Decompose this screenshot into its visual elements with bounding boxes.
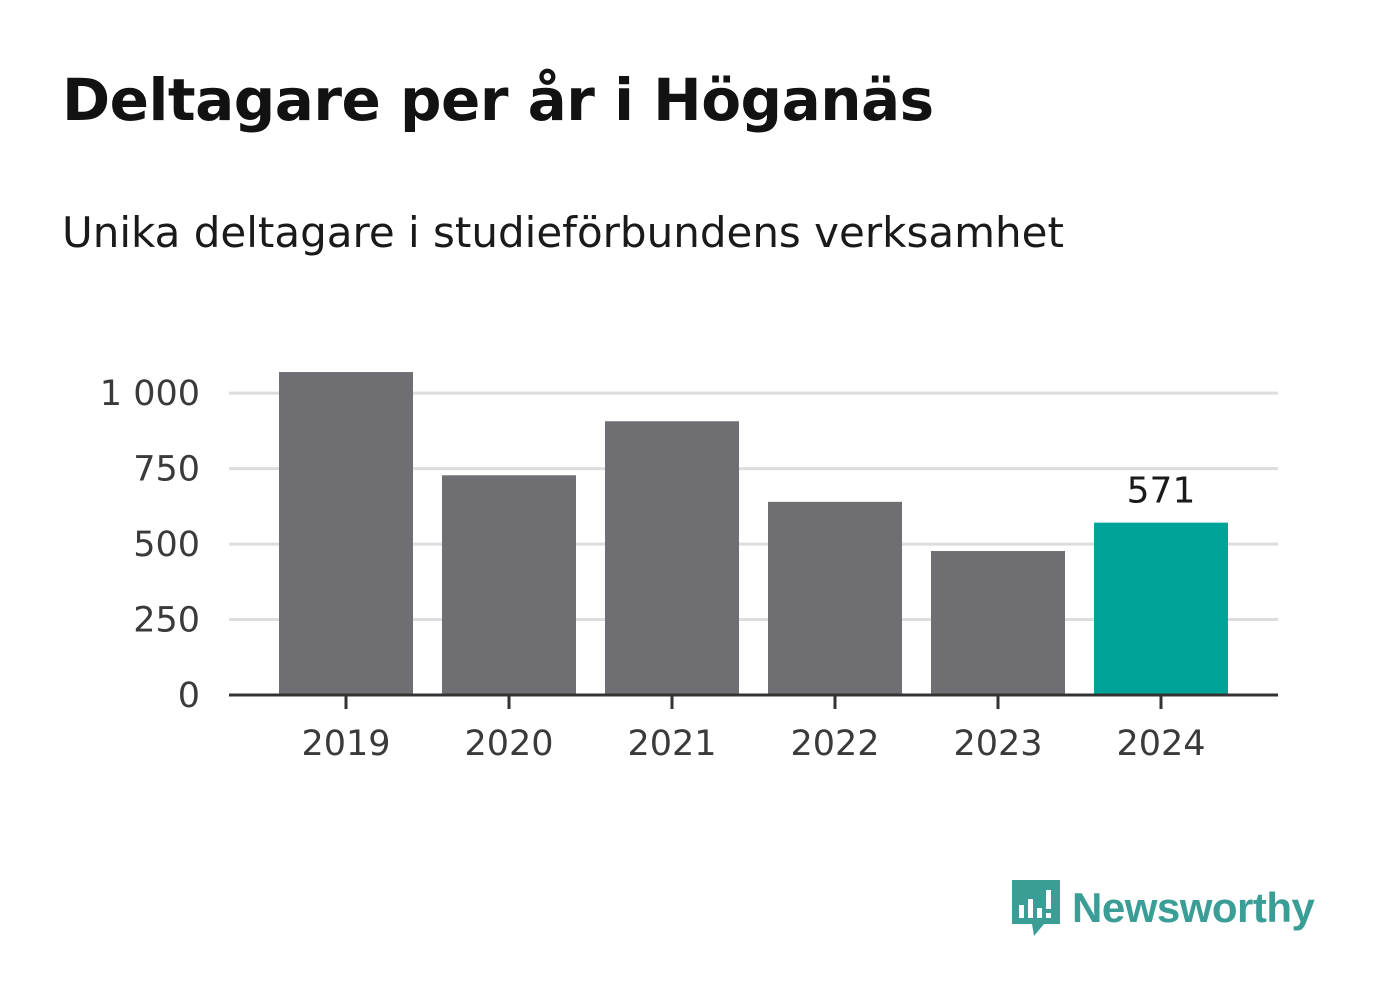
y-tick-label: 1 000 xyxy=(100,374,200,414)
y-tick-label: 0 xyxy=(178,676,200,716)
bar-2022 xyxy=(768,501,902,695)
chart-subtitle: Unika deltagare i studieförbundens verks… xyxy=(62,208,1064,257)
x-tick-label: 2022 xyxy=(790,724,879,764)
bar-2021 xyxy=(605,421,739,695)
x-tick-label: 2024 xyxy=(1116,724,1205,764)
y-tick-label: 750 xyxy=(133,450,200,490)
brand-name: Newsworthy xyxy=(1072,884,1315,931)
newsworthy-logo: Newsworthy xyxy=(1010,878,1315,938)
axes xyxy=(229,693,1278,709)
bar-2024 xyxy=(1094,522,1228,695)
y-tick-label: 500 xyxy=(133,525,200,565)
x-tick-label: 2020 xyxy=(464,724,553,764)
x-tick-label: 2019 xyxy=(301,724,390,764)
bar-2023 xyxy=(931,551,1065,695)
bar-2019 xyxy=(279,372,413,695)
chart-title: Deltagare per år i Höganäs xyxy=(62,66,934,134)
bars xyxy=(279,372,1228,695)
y-tick-label: 250 xyxy=(133,601,200,641)
bar-2020 xyxy=(442,475,576,695)
newsworthy-logo-icon xyxy=(1012,880,1060,936)
data-label: 571 xyxy=(1127,471,1196,512)
x-tick-label: 2023 xyxy=(953,724,1042,764)
x-tick-label: 2021 xyxy=(627,724,716,764)
labels: 0 250 500 750 1 000 2019 2020 2021 2022 2023 2024 5… xyxy=(100,374,1206,764)
